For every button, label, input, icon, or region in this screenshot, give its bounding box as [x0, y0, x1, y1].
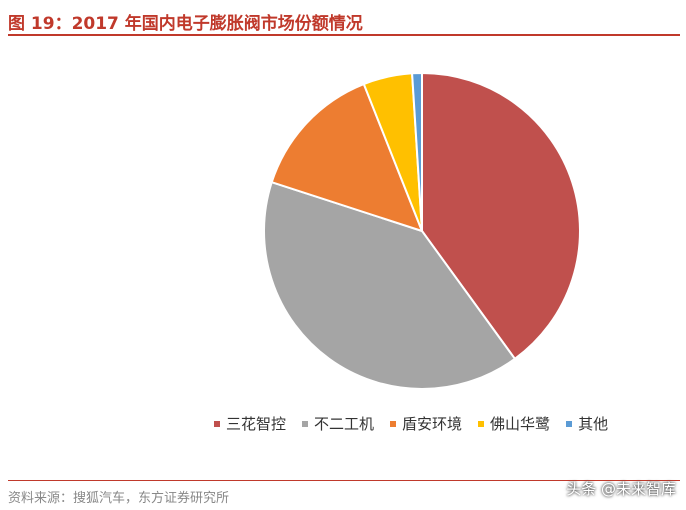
legend-swatch [478, 420, 485, 427]
legend-item: 盾安环境 [390, 413, 462, 434]
chart-legend: 三花智控 不二工机 盾安环境 佛山华鹭 其他 [214, 413, 608, 434]
legend-swatch [390, 420, 397, 427]
legend-label: 盾安环境 [402, 415, 463, 433]
legend-swatch [566, 420, 573, 427]
pie-slice-2 [263, 181, 516, 390]
legend-item: 三花智控 [214, 413, 286, 434]
watermark: 头条 @未来智库 [566, 480, 676, 498]
legend-swatch [302, 420, 309, 427]
pie-slice-1 [421, 72, 581, 360]
title-divider [8, 34, 680, 36]
legend-label: 其他 [578, 415, 609, 433]
chart-title: 图 19：2017 年国内电子膨胀阀市场份额情况 [8, 14, 363, 34]
pie-slice-5 [411, 71, 423, 232]
legend-label: 佛山华鹭 [490, 415, 551, 433]
legend-label: 三花智控 [226, 415, 287, 433]
source-note: 资料来源：搜狐汽车，东方证券研究所 [8, 491, 230, 506]
legend-item: 不二工机 [302, 413, 374, 434]
legend-swatch [214, 420, 220, 427]
legend-item: 其他 [566, 413, 608, 434]
legend-label: 不二工机 [314, 415, 375, 433]
pie-slice-3 [270, 83, 423, 232]
footer-divider [8, 480, 680, 481]
legend-item: 佛山华鹭 [478, 413, 550, 434]
